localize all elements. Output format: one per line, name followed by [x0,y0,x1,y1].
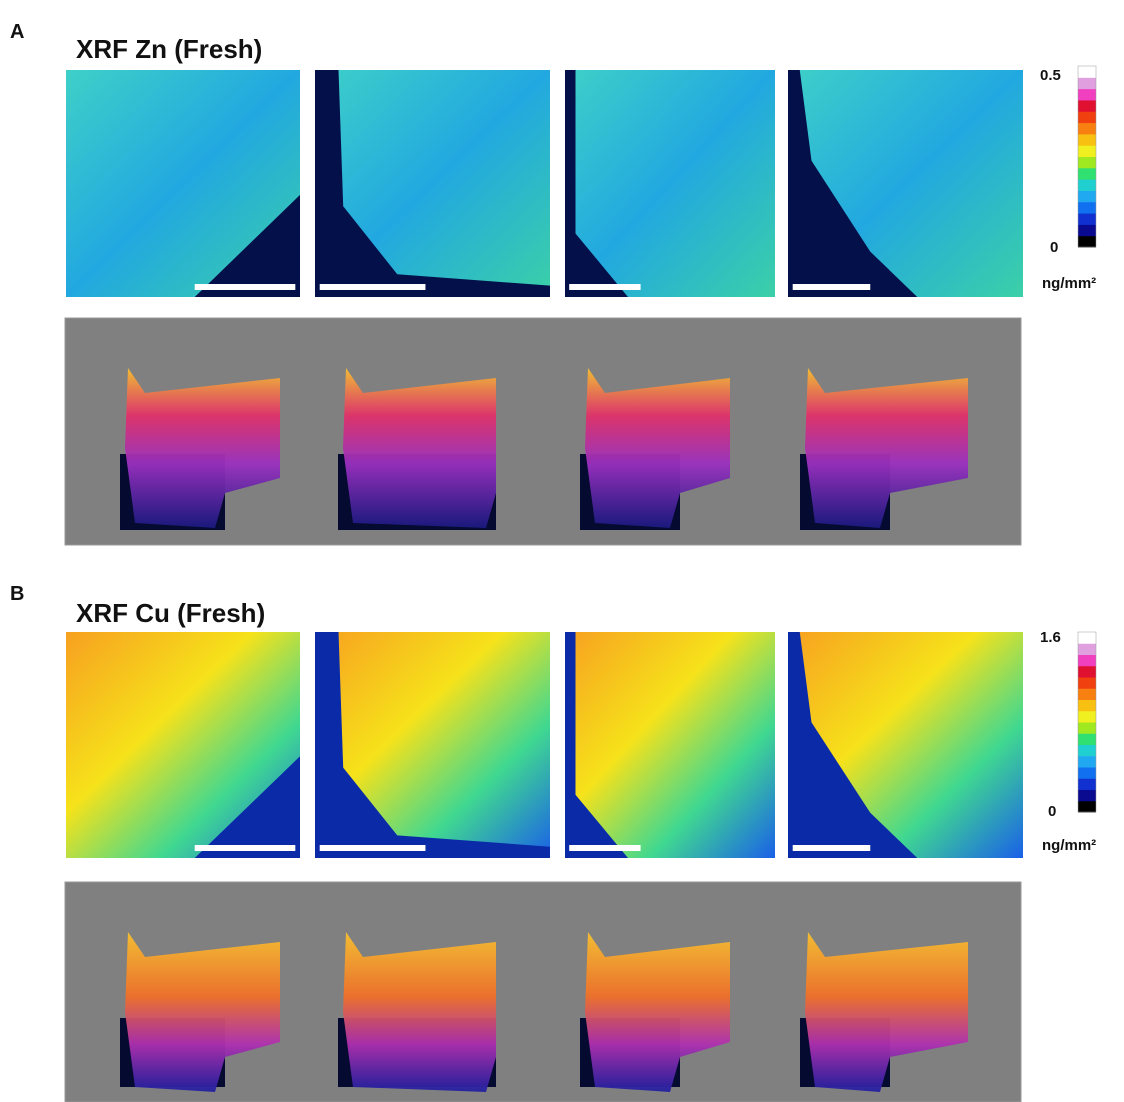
colorbar-segment [1078,655,1096,667]
colorbar-segment [1078,224,1096,236]
scale-bar [793,845,871,851]
colorbar-unit: ng/mm² [1042,275,1096,292]
colorbar-segment [1078,666,1096,678]
colorbar-segment [1078,778,1096,790]
colorbar-segment [1078,100,1096,112]
colorbar-segment [1078,89,1096,101]
colorbar-unit: ng/mm² [1042,837,1096,854]
colorbar-segment [1078,123,1096,135]
colorbar-segment [1078,722,1096,734]
scale-bar [793,284,871,290]
colorbar-segment [1078,236,1096,248]
colorbar-min: 0 [1050,239,1058,256]
colorbar-segment [1078,767,1096,779]
colorbar-segment [1078,801,1096,813]
scale-bar [569,284,640,290]
panel-label: B [10,583,24,605]
colorbar-segment [1078,190,1096,202]
colorbar-segment [1078,643,1096,655]
colorbar-segment [1078,111,1096,123]
scale-bar [195,845,296,851]
scale-bar [195,284,296,290]
colorbar-segment [1078,688,1096,700]
scale-bar [320,284,426,290]
panel-title: XRF Zn (Fresh) [76,34,262,64]
colorbar-segment [1078,677,1096,689]
colorbar-segment [1078,134,1096,146]
scale-bar [320,845,426,851]
panel-label: A [10,21,24,43]
colorbar-segment [1078,157,1096,169]
colorbar-segment [1078,213,1096,225]
colorbar-segment [1078,202,1096,214]
figure: A XRF Zn (Fresh) 0.5 0 ng/mm² B XRF Cu (… [0,0,1124,1102]
colorbar-segment [1078,733,1096,745]
colorbar-segment [1078,756,1096,768]
colorbar-segment [1078,711,1096,723]
colorbar-segment [1078,145,1096,157]
colorbar-segment [1078,66,1096,78]
colorbar-max: 1.6 [1040,629,1061,646]
colorbar-segment [1078,745,1096,757]
colorbar-max: 0.5 [1040,67,1061,84]
colorbar-segment [1078,700,1096,712]
colorbar-segment [1078,790,1096,802]
scale-bar [569,845,640,851]
colorbar-segment [1078,77,1096,89]
colorbar-segment [1078,179,1096,191]
panel-title: XRF Cu (Fresh) [76,598,265,628]
colorbar-segment [1078,632,1096,644]
colorbar-min: 0 [1048,803,1056,820]
colorbar-segment [1078,168,1096,180]
